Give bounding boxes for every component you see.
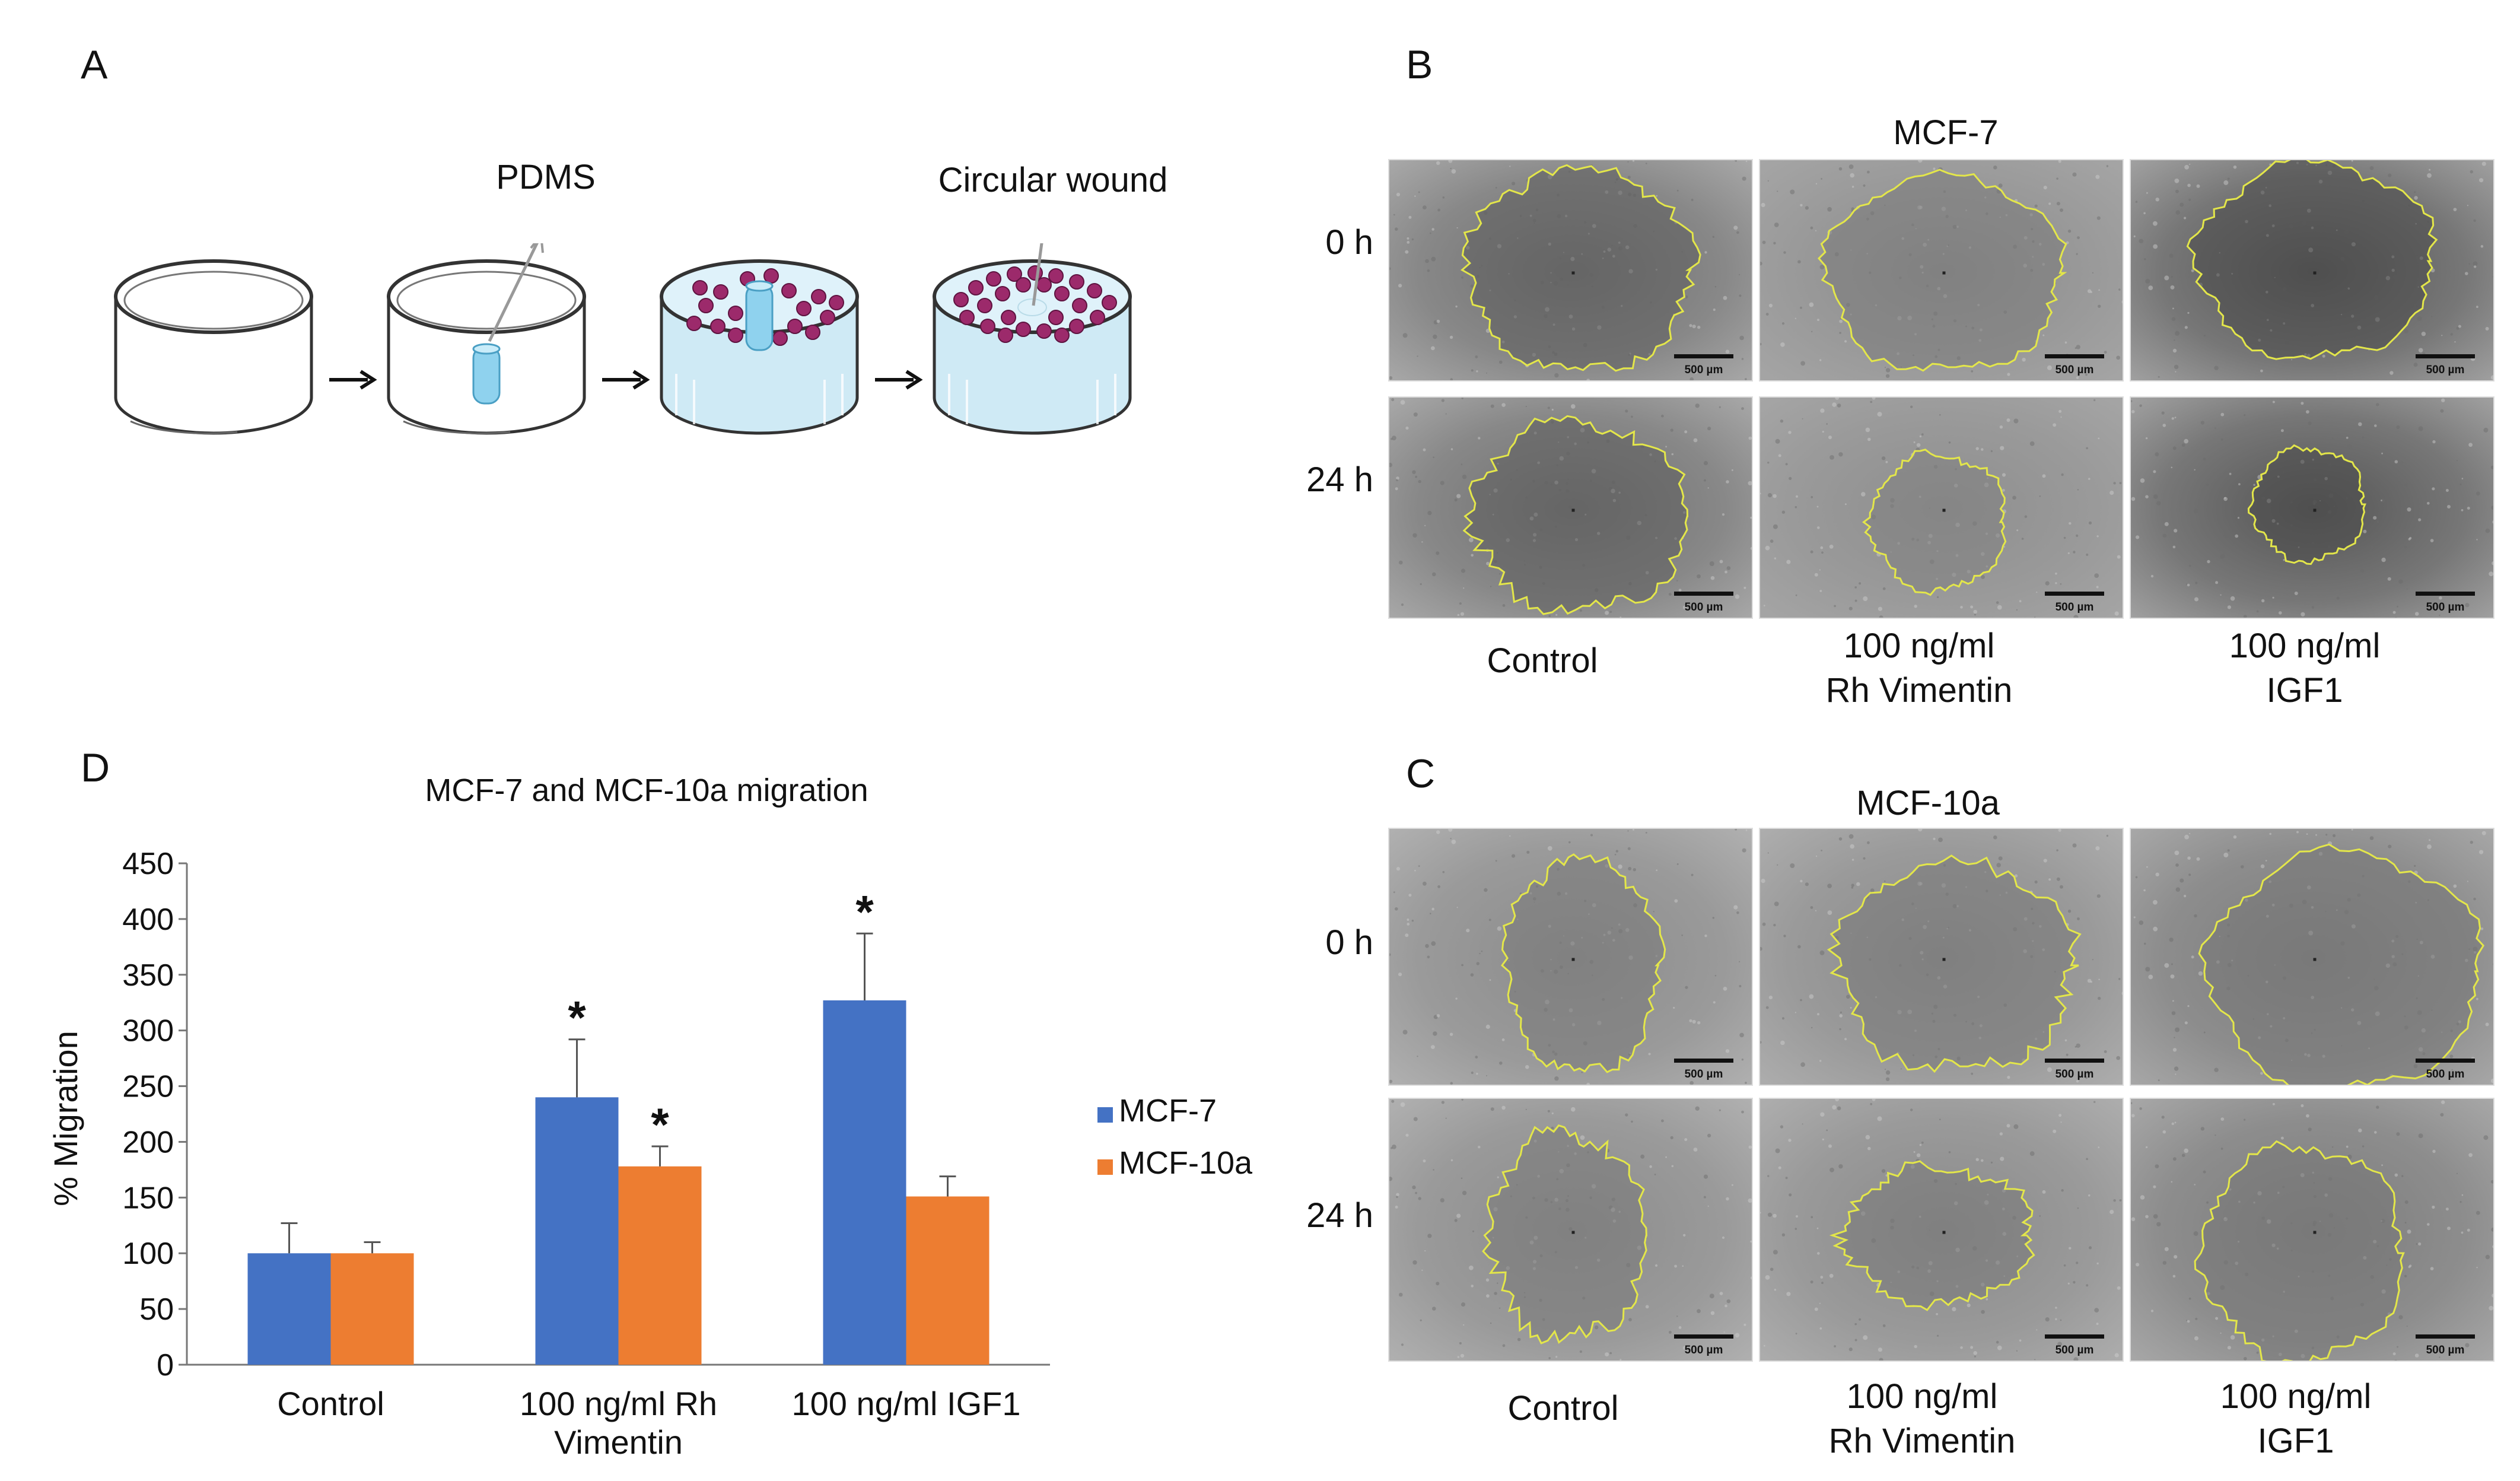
bar-mcf-7	[823, 1000, 906, 1365]
panel-b-title: MCF-7	[1893, 113, 1999, 152]
wound-assay-schematic	[114, 243, 1132, 435]
y-tick-label: 450	[122, 847, 174, 881]
legend-label: MCF-7	[1119, 1093, 1217, 1129]
micrograph-image: 500 µm	[1759, 396, 2124, 619]
significance-asterisk: *	[568, 991, 586, 1044]
arrow-icon	[875, 370, 923, 390]
micrograph-image: 500 µm	[1759, 1098, 2124, 1362]
svg-text:500 µm: 500 µm	[2426, 601, 2465, 614]
panel-letter-b: B	[1406, 42, 1433, 87]
x-category-label: 100 ng/ml Rh	[520, 1385, 717, 1422]
svg-text:500 µm: 500 µm	[2426, 1344, 2465, 1356]
panel-c-row-label-24h: 24 h	[1306, 1196, 1373, 1235]
svg-text:500 µm: 500 µm	[2426, 364, 2465, 376]
panel-b-row-label-24h: 24 h	[1306, 460, 1373, 499]
panel-b-col-label-vimentin-line1: 100 ng/ml	[1843, 627, 1995, 665]
significance-asterisk: *	[855, 885, 874, 937]
y-tick-label: 50	[139, 1292, 174, 1327]
micrograph-image: 500 µm	[2130, 828, 2494, 1086]
dish-with-cells-and-pdms-icon	[660, 259, 859, 435]
svg-text:500 µm: 500 µm	[2426, 1068, 2465, 1080]
panel-c-col-label-vimentin-line1: 100 ng/ml	[1846, 1377, 1998, 1416]
y-tick-label: 350	[122, 958, 174, 993]
micrograph-image: 500 µm	[1388, 1098, 1753, 1362]
micrograph-image: 500 µm	[1388, 828, 1753, 1086]
panel-c-row-label-0h: 0 h	[1325, 923, 1373, 962]
x-category-label: Control	[277, 1385, 384, 1422]
y-tick-label: 100	[122, 1237, 174, 1271]
y-tick-label: 250	[122, 1070, 174, 1104]
svg-text:500 µm: 500 µm	[1685, 364, 1723, 376]
panel-c-col-label-vimentin-line2: Rh Vimentin	[1828, 1422, 2016, 1460]
panel-b-col-label-control: Control	[1487, 641, 1598, 680]
legend-swatch	[1097, 1159, 1113, 1175]
micrograph-image: 500 µm	[2130, 1098, 2494, 1362]
panel-letter-d: D	[81, 745, 110, 790]
significance-asterisk: *	[651, 1098, 669, 1151]
arrow-icon	[329, 370, 377, 390]
micrograph-image: 500 µm	[2130, 396, 2494, 619]
panel-c-col-label-igf1-line2: IGF1	[2257, 1422, 2334, 1460]
micrograph-image: 500 µm	[1759, 159, 2124, 382]
panel-b-col-label-igf1-line1: 100 ng/ml	[2229, 627, 2381, 665]
bar-mcf-7	[535, 1097, 619, 1365]
svg-text:500 µm: 500 µm	[2056, 364, 2094, 376]
panel-b-col-label-vimentin-line2: Rh Vimentin	[1825, 671, 2013, 710]
panel-c-title: MCF-10a	[1856, 784, 2000, 822]
y-tick-label: 400	[122, 902, 174, 937]
bar-mcf-10a	[906, 1196, 989, 1365]
chart-title: MCF-7 and MCF-10a migration	[425, 773, 868, 808]
panel-c-col-label-igf1-line1: 100 ng/ml	[2220, 1377, 2372, 1416]
migration-bar-chart: MCF-7 and MCF-10a migration % Migration …	[47, 773, 1253, 1461]
micrograph-image: 500 µm	[1388, 396, 1753, 619]
panel-letter-c: C	[1406, 751, 1436, 796]
legend-swatch	[1097, 1107, 1113, 1123]
pdms-label: PDMS	[496, 158, 596, 196]
svg-text:500 µm: 500 µm	[1685, 601, 1723, 614]
micrograph-image: 500 µm	[2130, 159, 2494, 382]
svg-text:500 µm: 500 µm	[2056, 1068, 2094, 1080]
svg-text:500 µm: 500 µm	[1685, 1344, 1723, 1356]
circular-wound-label: Circular wound	[938, 161, 1168, 199]
y-tick-label: 200	[122, 1125, 174, 1159]
micrograph-image: 500 µm	[1759, 828, 2124, 1086]
dish-with-pdms-icon	[387, 243, 586, 435]
dish-with-circular-wound-icon	[933, 243, 1132, 435]
legend-label: MCF-10a	[1119, 1145, 1253, 1181]
y-axis-label: % Migration	[47, 1031, 84, 1206]
empty-dish-icon	[114, 259, 313, 435]
panel-letter-a: A	[81, 42, 108, 87]
svg-text:500 µm: 500 µm	[2056, 1344, 2094, 1356]
svg-text:500 µm: 500 µm	[2056, 601, 2094, 614]
bar-mcf-7	[247, 1253, 331, 1365]
y-tick-label: 150	[122, 1181, 174, 1215]
panel-b-col-label-igf1-line2: IGF1	[2266, 671, 2343, 710]
arrow-icon	[602, 370, 650, 390]
bar-mcf-10a	[330, 1253, 414, 1365]
y-tick-label: 300	[122, 1014, 174, 1048]
panel-b-row-label-0h: 0 h	[1325, 223, 1373, 262]
bar-mcf-10a	[618, 1166, 702, 1365]
x-category-label: 100 ng/ml IGF1	[792, 1385, 1021, 1422]
svg-text:500 µm: 500 µm	[1685, 1068, 1723, 1080]
y-tick-label: 0	[157, 1348, 174, 1383]
x-category-label-line2: Vimentin	[554, 1423, 683, 1461]
panel-c-col-label-control: Control	[1507, 1389, 1619, 1428]
micrograph-image: 500 µm	[1388, 159, 1753, 382]
